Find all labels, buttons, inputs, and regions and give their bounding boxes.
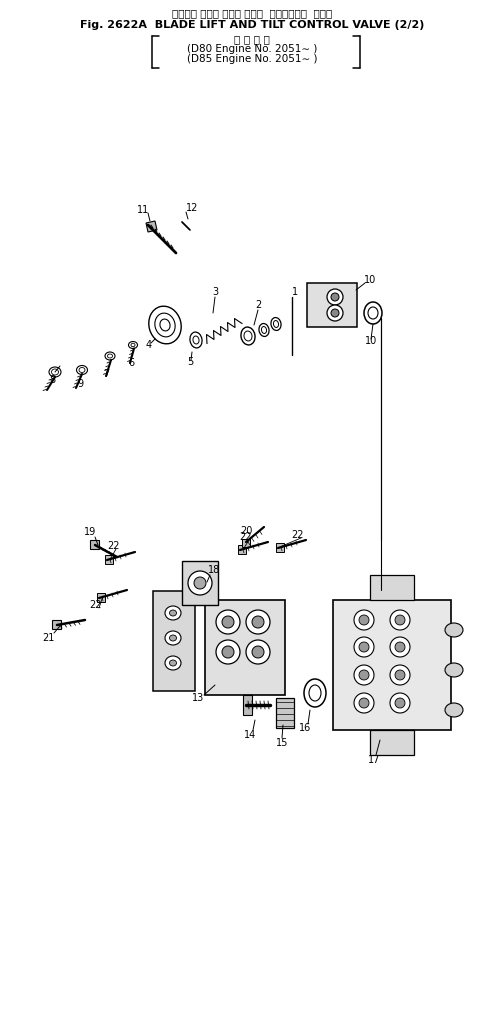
Circle shape: [194, 577, 206, 589]
Circle shape: [222, 646, 234, 658]
Ellipse shape: [165, 656, 181, 670]
Circle shape: [222, 616, 234, 628]
Text: 22: 22: [240, 532, 252, 542]
Circle shape: [331, 309, 339, 317]
Text: 2: 2: [255, 300, 261, 310]
Circle shape: [390, 693, 410, 713]
Text: 16: 16: [299, 723, 311, 733]
Circle shape: [359, 615, 369, 625]
Text: Fig. 2622A  BLADE LIFT AND TILT CONTROL VALVE (2/2): Fig. 2622A BLADE LIFT AND TILT CONTROL V…: [80, 19, 424, 30]
Text: 4: 4: [146, 340, 152, 350]
Circle shape: [252, 646, 264, 658]
Bar: [182, 561, 218, 605]
Bar: [205, 600, 285, 695]
Circle shape: [359, 642, 369, 652]
Circle shape: [252, 616, 264, 628]
Bar: [276, 698, 294, 728]
Text: (D85 Engine No. 2051∼ ): (D85 Engine No. 2051∼ ): [187, 54, 317, 64]
Text: 9: 9: [77, 379, 83, 389]
Ellipse shape: [309, 685, 321, 701]
Circle shape: [390, 637, 410, 657]
Ellipse shape: [445, 623, 463, 637]
Ellipse shape: [368, 307, 378, 319]
Bar: [370, 731, 414, 755]
Circle shape: [354, 610, 374, 630]
Circle shape: [359, 670, 369, 680]
Ellipse shape: [169, 610, 176, 616]
Bar: [105, 555, 113, 564]
Text: 10: 10: [365, 336, 377, 346]
Text: 10: 10: [364, 275, 376, 285]
Bar: [243, 695, 252, 715]
Text: 18: 18: [208, 565, 220, 575]
Text: 19: 19: [84, 527, 96, 537]
Text: 14: 14: [244, 731, 256, 740]
Bar: [333, 600, 451, 731]
Circle shape: [188, 571, 212, 595]
Text: 6: 6: [128, 358, 134, 368]
Circle shape: [246, 610, 270, 634]
Bar: [153, 591, 195, 690]
Text: 5: 5: [187, 357, 193, 367]
Circle shape: [354, 693, 374, 713]
Bar: [52, 620, 61, 629]
Text: ブレード リフト および チルト  コントロール  バルブ: ブレード リフト および チルト コントロール バルブ: [172, 8, 332, 18]
Circle shape: [395, 670, 405, 680]
Circle shape: [395, 698, 405, 708]
Text: (D80 Engine No. 2051∼ ): (D80 Engine No. 2051∼ ): [187, 44, 317, 54]
Text: 7: 7: [103, 369, 109, 379]
Bar: [370, 575, 414, 600]
Ellipse shape: [445, 703, 463, 717]
Text: 21: 21: [42, 633, 54, 643]
Bar: [97, 593, 105, 602]
Text: 8: 8: [49, 374, 55, 385]
Circle shape: [354, 637, 374, 657]
Circle shape: [216, 640, 240, 664]
Text: 22: 22: [292, 530, 304, 540]
Ellipse shape: [304, 679, 326, 707]
Text: 15: 15: [276, 738, 288, 748]
Bar: [242, 539, 250, 547]
Circle shape: [395, 642, 405, 652]
Text: 22: 22: [107, 541, 119, 551]
Circle shape: [390, 665, 410, 685]
Text: 12: 12: [186, 203, 198, 213]
Text: 22: 22: [90, 600, 102, 610]
Bar: [238, 545, 246, 554]
Ellipse shape: [364, 302, 382, 324]
Circle shape: [246, 640, 270, 664]
Circle shape: [359, 698, 369, 708]
Bar: [276, 543, 284, 552]
Circle shape: [354, 665, 374, 685]
Circle shape: [327, 305, 343, 321]
Polygon shape: [146, 221, 157, 232]
Circle shape: [390, 610, 410, 630]
Ellipse shape: [165, 631, 181, 645]
Circle shape: [216, 610, 240, 634]
Circle shape: [331, 293, 339, 301]
Polygon shape: [307, 283, 357, 327]
Text: 11: 11: [137, 205, 149, 215]
Text: 13: 13: [192, 693, 204, 703]
Text: 17: 17: [368, 755, 380, 765]
Text: 適 用 号 機: 適 用 号 機: [234, 34, 270, 44]
Text: 1: 1: [292, 287, 298, 297]
Circle shape: [395, 615, 405, 625]
Ellipse shape: [445, 663, 463, 677]
Text: 3: 3: [212, 287, 218, 297]
Ellipse shape: [169, 660, 176, 666]
Ellipse shape: [169, 635, 176, 641]
Text: 20: 20: [240, 526, 252, 536]
Ellipse shape: [165, 606, 181, 620]
Circle shape: [327, 289, 343, 305]
Bar: [90, 540, 99, 549]
